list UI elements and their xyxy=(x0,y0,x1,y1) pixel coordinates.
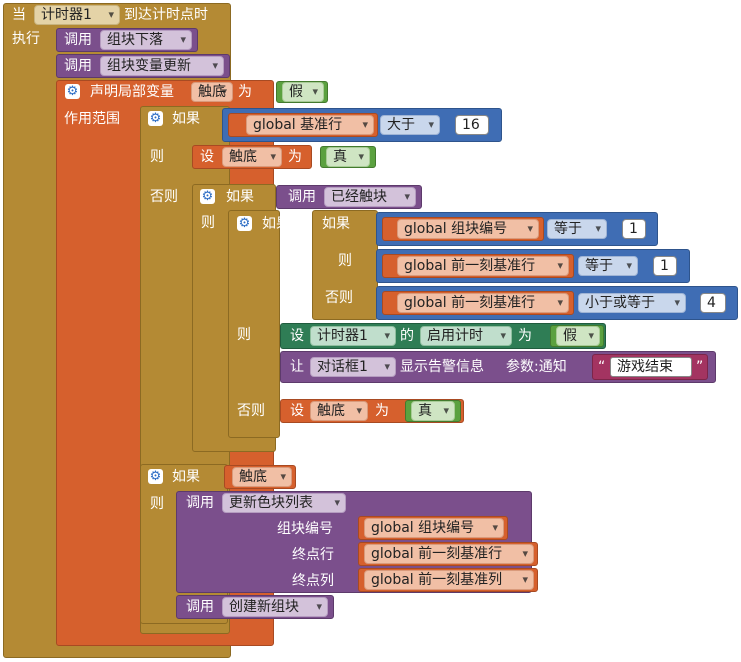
var-dropdown-prev-base-row-2[interactable]: global 前一刻基准行 xyxy=(397,293,569,313)
mutator-gear-icon[interactable]: ⚙ xyxy=(65,84,80,99)
var-dropdown-touch[interactable]: 触底 xyxy=(232,467,292,487)
call-label: 调用 xyxy=(186,495,214,511)
then-label-4: 则 xyxy=(150,496,164,512)
procedure-dropdown-update-color[interactable]: 更新色块列表 xyxy=(222,493,346,513)
arg-dropdown-prev-base-col[interactable]: global 前一刻基准列 xyxy=(364,570,534,590)
var-dropdown-prev-base-row[interactable]: global 前一刻基准行 xyxy=(397,256,569,276)
set-label: 设 xyxy=(200,149,214,165)
if-mutator-gear-icon[interactable]: ⚙ xyxy=(148,111,163,126)
expr-then-label: 则 xyxy=(338,253,352,269)
if-block-inner[interactable] xyxy=(228,210,280,438)
number-16[interactable]: 16 xyxy=(455,115,489,135)
when-label: 当 xyxy=(12,7,26,23)
call-label: 调用 xyxy=(288,189,316,205)
quote-close: ” xyxy=(696,359,704,375)
event-component-dropdown[interactable]: 计时器1 xyxy=(34,5,120,25)
operator-dropdown-lte[interactable]: 小于或等于 xyxy=(578,293,686,313)
if-expression-block[interactable] xyxy=(312,210,378,320)
true-dropdown-1[interactable]: 真 xyxy=(326,147,370,167)
procedure-dropdown-already-touched[interactable]: 已经触块 xyxy=(324,187,416,207)
param-label-end-col: 终点列 xyxy=(292,573,334,589)
then-label-2: 则 xyxy=(201,215,215,231)
if-mutator-gear-icon-2[interactable]: ⚙ xyxy=(200,189,215,204)
quote-open: “ xyxy=(598,359,606,375)
call-label: 调用 xyxy=(64,32,92,48)
alert-method-label: 显示告警信息 xyxy=(400,359,484,375)
procedure-dropdown-block-fall[interactable]: 组块下落 xyxy=(100,30,192,50)
call-label: 调用 xyxy=(186,599,214,615)
timer-as-label: 为 xyxy=(518,328,532,344)
number-1b[interactable]: 1 xyxy=(653,256,677,276)
let-label: 让 xyxy=(290,359,304,375)
arg-dropdown-block-no[interactable]: global 组块编号 xyxy=(364,518,504,538)
declare-label: 声明局部变量 xyxy=(90,84,174,100)
number-4[interactable]: 4 xyxy=(700,293,726,313)
false-dropdown-timer[interactable]: 假 xyxy=(556,326,600,346)
else-label: 否则 xyxy=(150,189,178,205)
if-label-2: 如果 xyxy=(226,189,254,205)
if-label-4: 如果 xyxy=(172,469,200,485)
scope-label: 作用范围 xyxy=(64,111,120,127)
else-label-3: 否则 xyxy=(237,403,265,419)
if-mutator-gear-icon-4[interactable]: ⚙ xyxy=(148,469,163,484)
text-value-field[interactable]: 游戏结束 xyxy=(610,357,692,377)
procedure-dropdown-var-update[interactable]: 组块变量更新 xyxy=(100,56,224,76)
var-dropdown-block-no[interactable]: global 组块编号 xyxy=(397,219,539,239)
expr-if-label: 如果 xyxy=(322,216,350,232)
var-dropdown-base-row[interactable]: global 基准行 xyxy=(246,115,374,135)
expr-else-label: 否则 xyxy=(325,290,353,306)
true-dropdown-2[interactable]: 真 xyxy=(411,401,455,421)
notifier-component-dropdown[interactable]: 对话框1 xyxy=(310,357,396,377)
local-var-name-field[interactable]: 触底 xyxy=(191,82,233,102)
if-mutator-gear-icon-3[interactable]: ⚙ xyxy=(237,216,252,231)
then-label-3: 则 xyxy=(237,327,251,343)
set-label-2: 设 xyxy=(290,403,304,419)
procedure-dropdown-create-block[interactable]: 创建新组块 xyxy=(222,597,328,617)
set-var-dropdown[interactable]: 触底 xyxy=(222,147,282,167)
operator-dropdown-equal-2[interactable]: 等于 xyxy=(578,256,638,276)
operator-dropdown-greater[interactable]: 大于 xyxy=(380,115,440,135)
set-var-dropdown-2[interactable]: 触底 xyxy=(310,401,368,421)
set-label-timer: 设 xyxy=(290,328,304,344)
param-label-block-no: 组块编号 xyxy=(277,521,333,537)
false-dropdown[interactable]: 假 xyxy=(282,82,324,102)
if-label: 如果 xyxy=(172,111,200,127)
of-label: 的 xyxy=(400,328,414,344)
arg-dropdown-prev-base-row[interactable]: global 前一刻基准行 xyxy=(364,544,534,564)
operator-dropdown-equal-1[interactable]: 等于 xyxy=(547,219,607,239)
call-label: 调用 xyxy=(64,58,92,74)
as-label: 为 xyxy=(238,84,252,100)
if-label-3: 如果 xyxy=(262,216,290,232)
then-label: 则 xyxy=(150,149,164,165)
set-as-label-2: 为 xyxy=(375,403,389,419)
do-label: 执行 xyxy=(12,31,40,47)
param-notice-label: 参数:通知 xyxy=(506,359,567,375)
timer-component-dropdown[interactable]: 计时器1 xyxy=(310,326,396,346)
set-as-label: 为 xyxy=(288,149,302,165)
timer-property-dropdown[interactable]: 启用计时 xyxy=(420,326,512,346)
event-name-label: 到达计时点时 xyxy=(124,7,208,23)
param-label-end-row: 终点行 xyxy=(292,547,334,563)
number-1a[interactable]: 1 xyxy=(622,219,646,239)
